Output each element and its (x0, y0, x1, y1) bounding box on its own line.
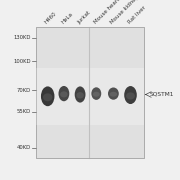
Text: SQSTM1: SQSTM1 (149, 92, 174, 97)
Text: Mouse kidney: Mouse kidney (110, 0, 140, 25)
Text: 130KD: 130KD (13, 35, 31, 40)
Ellipse shape (58, 86, 69, 101)
Ellipse shape (110, 92, 117, 97)
Bar (36, 68, 144, 125)
Ellipse shape (41, 86, 55, 106)
Ellipse shape (93, 92, 100, 97)
Text: Jurkat: Jurkat (76, 10, 91, 25)
Text: 55KD: 55KD (17, 109, 31, 114)
Ellipse shape (76, 92, 84, 99)
Text: Rat liver: Rat liver (127, 5, 147, 25)
Ellipse shape (91, 87, 101, 100)
Ellipse shape (108, 87, 119, 100)
Bar (36, 27, 144, 158)
Ellipse shape (43, 93, 52, 101)
Text: H460: H460 (44, 11, 58, 25)
Text: HeLa: HeLa (60, 12, 74, 25)
Text: 70KD: 70KD (17, 87, 31, 93)
Text: Mouse heart: Mouse heart (93, 0, 121, 25)
Text: 40KD: 40KD (17, 145, 31, 150)
Ellipse shape (75, 86, 86, 103)
Ellipse shape (124, 86, 137, 104)
Bar (36, 27, 144, 158)
Ellipse shape (60, 91, 68, 97)
Ellipse shape (126, 92, 135, 100)
Text: 100KD: 100KD (13, 59, 31, 64)
